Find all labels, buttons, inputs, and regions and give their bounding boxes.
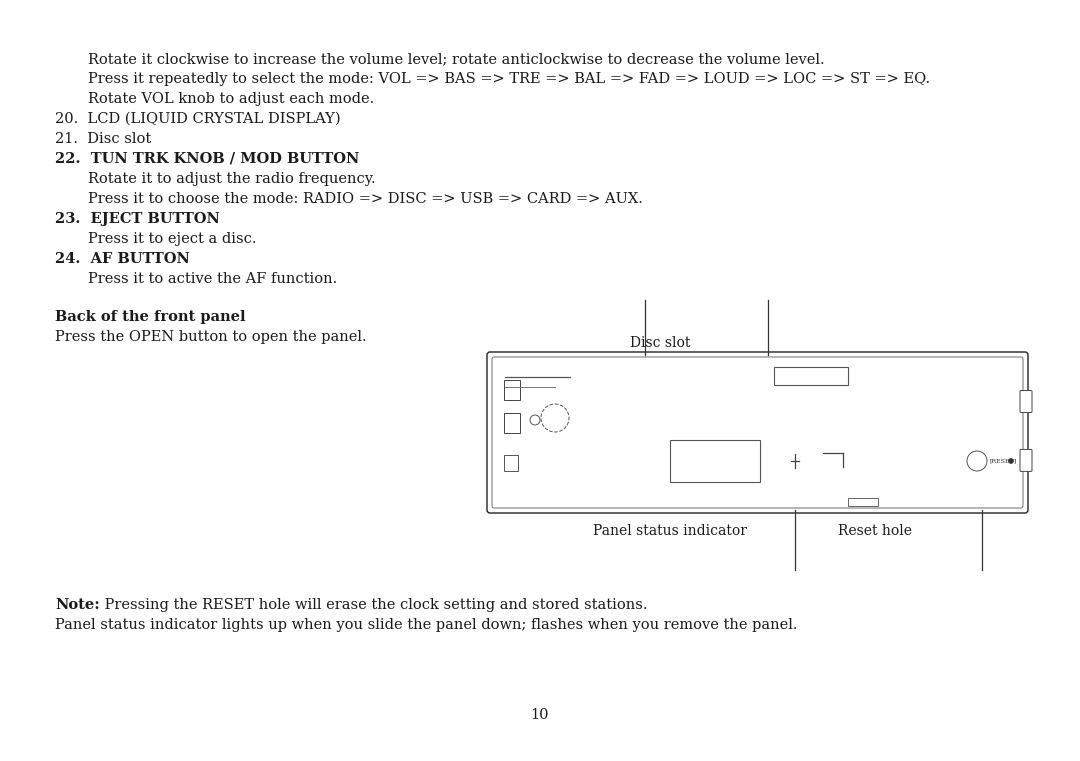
Text: Press the OPEN button to open the panel.: Press the OPEN button to open the panel.: [55, 330, 366, 344]
Circle shape: [530, 415, 540, 425]
Text: Rotate VOL knob to adjust each mode.: Rotate VOL knob to adjust each mode.: [87, 92, 375, 106]
Text: Press it to choose the mode: RADIO => DISC => USB => CARD => AUX.: Press it to choose the mode: RADIO => DI…: [87, 192, 643, 206]
Bar: [849, 498, 878, 506]
Text: 23.  EJECT BUTTON: 23. EJECT BUTTON: [55, 212, 220, 226]
Circle shape: [967, 451, 987, 471]
Text: 21.  Disc slot: 21. Disc slot: [55, 132, 151, 146]
Text: 22.  TUN TRK KNOB / MOD BUTTON: 22. TUN TRK KNOB / MOD BUTTON: [55, 152, 360, 166]
Text: Back of the front panel: Back of the front panel: [55, 310, 245, 324]
Bar: [504, 380, 519, 400]
Bar: [504, 413, 519, 433]
Bar: [504, 455, 518, 471]
Text: Rotate it clockwise to increase the volume level; rotate anticlockwise to decrea: Rotate it clockwise to increase the volu…: [87, 52, 825, 66]
Text: Panel status indicator: Panel status indicator: [593, 524, 747, 538]
Text: Pressing the RESET hole will erase the clock setting and stored stations.: Pressing the RESET hole will erase the c…: [99, 598, 647, 612]
Text: Rotate it to adjust the radio frequency.: Rotate it to adjust the radio frequency.: [87, 172, 376, 186]
FancyBboxPatch shape: [1020, 450, 1032, 471]
Text: Panel status indicator lights up when you slide the panel down; flashes when you: Panel status indicator lights up when yo…: [55, 618, 797, 632]
Text: [RESET]: [RESET]: [990, 458, 1017, 463]
Bar: [670, 440, 760, 482]
FancyBboxPatch shape: [1020, 390, 1032, 412]
Text: Disc slot: Disc slot: [630, 336, 690, 350]
Bar: [773, 367, 849, 385]
FancyBboxPatch shape: [487, 352, 1028, 513]
Text: 20.  LCD (LIQUID CRYSTAL DISPLAY): 20. LCD (LIQUID CRYSTAL DISPLAY): [55, 112, 340, 126]
Text: Press it repeatedly to select the mode: VOL => BAS => TRE => BAL => FAD => LOUD : Press it repeatedly to select the mode: …: [87, 72, 930, 86]
Text: 24.  AF BUTTON: 24. AF BUTTON: [55, 252, 190, 266]
Text: Note:: Note:: [55, 598, 99, 612]
Text: 10: 10: [530, 708, 550, 722]
Text: Reset hole: Reset hole: [838, 524, 912, 538]
Circle shape: [1009, 458, 1013, 463]
Circle shape: [541, 404, 569, 432]
Text: Press it to eject a disc.: Press it to eject a disc.: [87, 232, 257, 246]
Text: Press it to active the AF function.: Press it to active the AF function.: [87, 272, 337, 286]
